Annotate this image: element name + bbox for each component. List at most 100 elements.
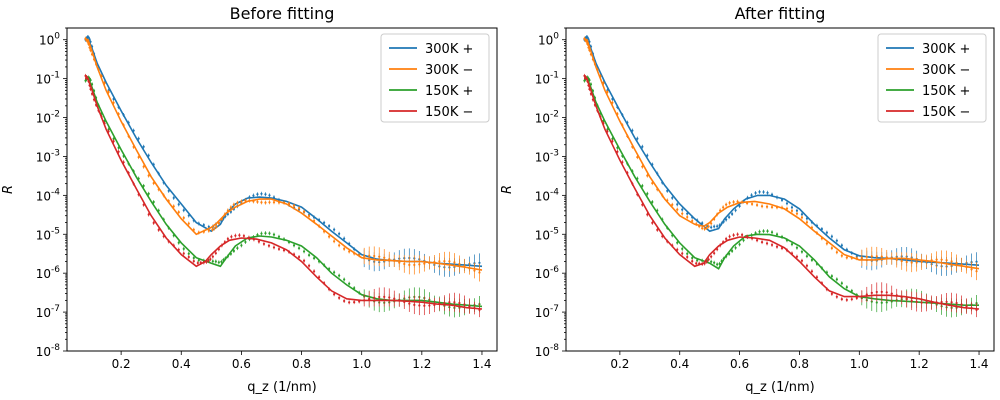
data-point: [805, 217, 809, 220]
data-point: [307, 214, 311, 218]
data-point: [835, 239, 838, 242]
data-point: [142, 203, 145, 206]
data-point: [438, 260, 441, 263]
data-point: [112, 140, 115, 143]
data-point: [107, 130, 110, 133]
data-point: [676, 248, 679, 251]
data-point: [666, 189, 669, 192]
data-point: [292, 253, 296, 256]
data-point: [636, 193, 639, 196]
data-point: [147, 192, 150, 195]
data-point: [152, 182, 155, 185]
data-point: [408, 302, 411, 305]
data-point: [333, 228, 336, 231]
data-point: [127, 162, 130, 165]
data-point: [182, 216, 185, 219]
legend-box: [380, 33, 490, 123]
y-tick-label: 10-4: [36, 187, 61, 203]
data-point: [240, 200, 243, 203]
data-point: [209, 258, 212, 261]
data-point: [448, 260, 451, 263]
data-point: [593, 103, 597, 107]
data-point: [855, 293, 858, 297]
panel-before-fitting: Before fitting 0.2 0.4 0.6 0.8 1.0 1.2 1.4 100 10…: [1, 4, 498, 395]
data-point: [132, 182, 135, 185]
data-point: [588, 79, 591, 82]
data-point: [890, 292, 893, 295]
data-point: [272, 246, 276, 249]
data-point: [775, 196, 779, 199]
data-point: [830, 235, 833, 238]
data-point: [147, 174, 150, 177]
data-point: [587, 46, 590, 49]
data-point: [317, 260, 321, 263]
data-point: [403, 300, 406, 304]
data-point: [710, 222, 713, 225]
data-point: [875, 301, 878, 304]
data-point: [785, 249, 789, 252]
y-tick-label: 10-7: [535, 304, 559, 320]
data-point: [223, 240, 226, 244]
data-point: [213, 227, 216, 230]
data-point: [631, 170, 634, 173]
y-tick-label: 10-5: [36, 226, 60, 242]
data-point: [770, 193, 774, 196]
data-point: [587, 38, 590, 41]
data-point: [661, 194, 664, 197]
x-axis-label: q_z (1/nm): [745, 380, 814, 395]
data-point: [287, 241, 291, 244]
data-point: [211, 228, 214, 231]
data-point: [835, 295, 838, 298]
data-point: [147, 154, 150, 157]
data-point: [589, 92, 593, 95]
data-point: [810, 221, 814, 224]
data-point: [142, 184, 145, 187]
y-tick-label: 10-1: [535, 71, 559, 87]
data-point: [800, 213, 804, 216]
data-point: [117, 106, 120, 109]
data-point: [234, 234, 237, 237]
data-point: [691, 216, 694, 219]
data-point: [860, 256, 863, 259]
data-point: [167, 189, 170, 192]
data-point: [621, 124, 624, 127]
data-point: [473, 269, 476, 272]
data-point: [900, 296, 903, 299]
data-point: [112, 97, 115, 101]
data-point: [870, 255, 873, 258]
data-point: [671, 244, 674, 247]
data-point: [865, 255, 868, 258]
data-point: [328, 235, 331, 238]
data-point: [162, 194, 165, 197]
data-point: [100, 115, 103, 119]
data-point: [900, 259, 903, 263]
y-axis-label: R: [500, 185, 515, 194]
data-point: [103, 122, 106, 125]
data-point: [738, 243, 741, 246]
data-point: [955, 301, 958, 305]
data-point: [312, 219, 316, 223]
data-point: [935, 301, 938, 304]
data-point: [388, 296, 391, 299]
data-point: [97, 109, 100, 112]
data-point: [602, 82, 605, 85]
data-point: [152, 221, 155, 225]
data-point: [780, 247, 784, 250]
data-point: [328, 288, 331, 291]
y-tick-label: 10-1: [36, 71, 60, 87]
data-point: [230, 235, 233, 238]
data-point: [695, 262, 698, 265]
data-point: [696, 219, 699, 222]
data-point: [686, 252, 689, 255]
data-point: [742, 239, 745, 242]
data-point: [621, 113, 624, 117]
data-point: [272, 233, 276, 236]
data-point: [713, 252, 716, 255]
data-point: [661, 181, 664, 184]
data-point: [229, 206, 232, 209]
x-tick-label: 0.4: [172, 357, 191, 371]
data-point: [122, 113, 125, 117]
data-point: [388, 258, 391, 261]
x-tick-label: 0.6: [730, 357, 749, 371]
data-point: [760, 240, 764, 244]
